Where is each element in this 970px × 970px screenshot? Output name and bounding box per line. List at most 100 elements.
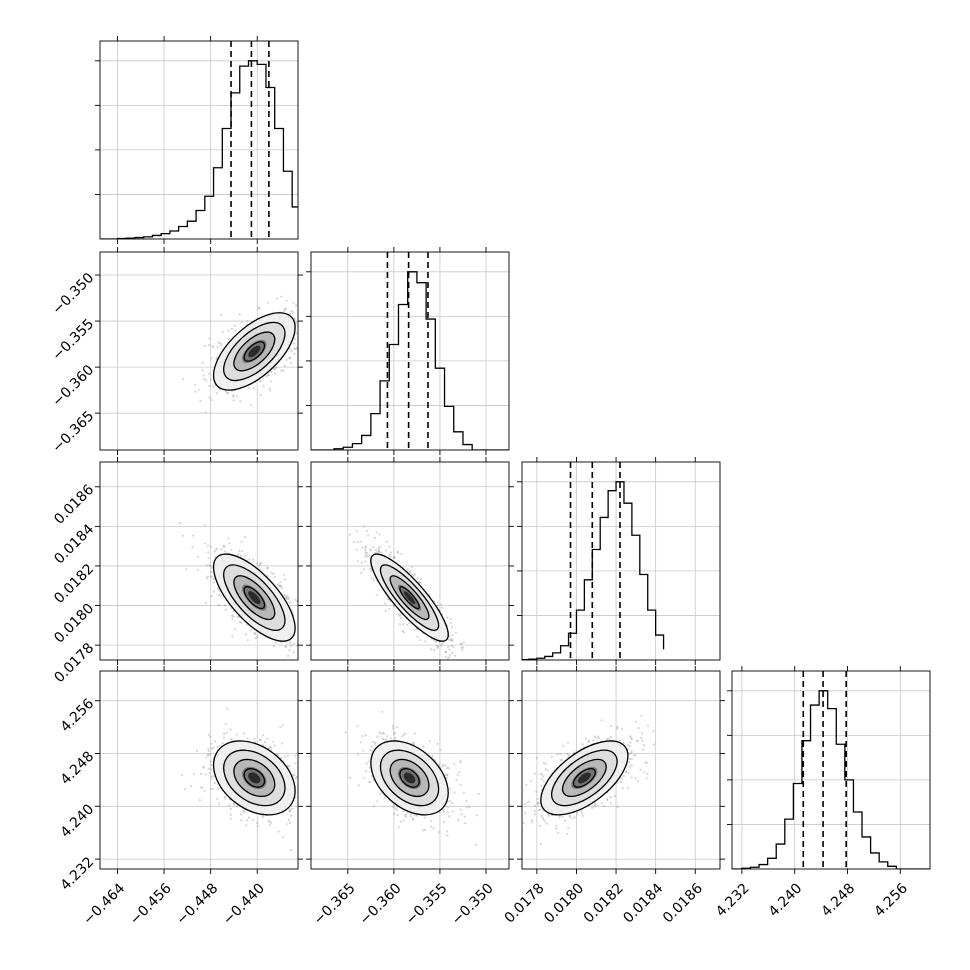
sample-point <box>283 309 286 312</box>
sample-point <box>308 625 310 627</box>
sample-point <box>399 615 402 618</box>
plot-area <box>344 710 480 846</box>
sample-point <box>208 372 211 375</box>
sample-point <box>288 356 291 359</box>
y-tick-label: 0.0180 <box>51 601 97 647</box>
sample-point <box>185 568 188 571</box>
sample-point <box>273 744 276 747</box>
sample-point <box>227 338 230 341</box>
sample-point <box>356 725 359 728</box>
sample-point <box>474 843 477 846</box>
sample-point <box>232 399 235 402</box>
y-tick-label: 4.232 <box>58 854 98 894</box>
sample-point <box>422 745 425 748</box>
sample-point <box>475 814 479 817</box>
sample-point <box>253 737 256 741</box>
sample-point <box>398 623 401 626</box>
sample-point <box>410 573 413 576</box>
sample-point <box>294 762 297 765</box>
sample-point <box>446 811 449 814</box>
y-tick-label: −0.355 <box>49 316 97 364</box>
sample-point <box>564 819 567 822</box>
sample-point <box>568 815 571 818</box>
sample-point <box>289 347 292 350</box>
sample-point <box>203 524 206 527</box>
y-tick-label: 4.256 <box>58 696 98 736</box>
sample-point <box>256 822 259 825</box>
sample-point <box>652 743 655 746</box>
contour-1 <box>233 331 276 372</box>
sample-point <box>366 551 369 555</box>
sample-point <box>432 639 435 642</box>
sample-point <box>397 826 400 829</box>
grid-lines <box>522 671 720 869</box>
sample-point <box>211 344 214 348</box>
sample-point <box>301 639 303 641</box>
sample-point <box>280 586 283 589</box>
sample-point <box>292 301 295 304</box>
sample-point <box>239 813 243 816</box>
sample-point <box>629 741 632 744</box>
sample-point <box>198 799 201 802</box>
sample-point <box>460 813 463 816</box>
sample-point <box>389 551 392 554</box>
sample-point <box>404 815 407 819</box>
contour-1 <box>389 758 430 798</box>
sample-point <box>246 819 249 822</box>
sample-point <box>181 774 184 777</box>
sample-point <box>290 849 293 852</box>
sample-point <box>289 361 292 364</box>
sample-point <box>409 815 412 818</box>
sample-point <box>305 624 307 626</box>
sample-point <box>208 385 211 388</box>
sample-point <box>440 642 444 646</box>
sample-point <box>293 337 296 340</box>
contour-3 <box>212 553 296 642</box>
contour-0 <box>243 586 266 610</box>
sample-point <box>477 793 480 796</box>
sample-point <box>454 654 457 658</box>
sample-point <box>416 577 419 580</box>
sample-point <box>268 387 272 390</box>
sample-point <box>430 820 433 823</box>
sample-point <box>216 787 219 790</box>
sample-point <box>222 736 226 740</box>
sample-point <box>446 766 449 770</box>
sample-point <box>383 602 387 605</box>
sample-point <box>196 568 199 572</box>
sample-point <box>363 568 366 571</box>
sample-point <box>213 782 216 785</box>
sample-point <box>218 589 221 592</box>
sample-point <box>181 534 185 537</box>
sample-point <box>419 639 422 642</box>
sample-point <box>637 727 640 730</box>
sample-point <box>454 631 458 634</box>
sample-point <box>278 585 281 588</box>
histogram-2 <box>522 481 665 660</box>
sample-point <box>261 744 264 747</box>
sample-point <box>286 754 289 757</box>
sample-point <box>272 572 275 576</box>
sample-point <box>392 556 395 559</box>
sample-point <box>283 573 286 577</box>
sample-point <box>247 387 250 390</box>
sample-point <box>423 828 426 832</box>
sample-point <box>238 313 241 316</box>
sample-point <box>459 808 462 811</box>
sample-point <box>249 403 253 406</box>
sample-point <box>446 657 449 660</box>
sample-point <box>281 836 284 839</box>
sample-point <box>285 596 288 599</box>
sample-point <box>245 824 248 827</box>
contour-2 <box>223 749 286 807</box>
sample-point <box>254 637 257 640</box>
sample-point <box>372 545 375 549</box>
sample-point <box>377 548 380 551</box>
sample-point <box>413 573 416 576</box>
sample-point <box>234 627 237 630</box>
sample-point <box>448 648 451 651</box>
sample-point <box>379 732 382 735</box>
sample-point <box>208 337 211 340</box>
sample-point <box>204 411 207 414</box>
sample-point <box>294 348 297 351</box>
